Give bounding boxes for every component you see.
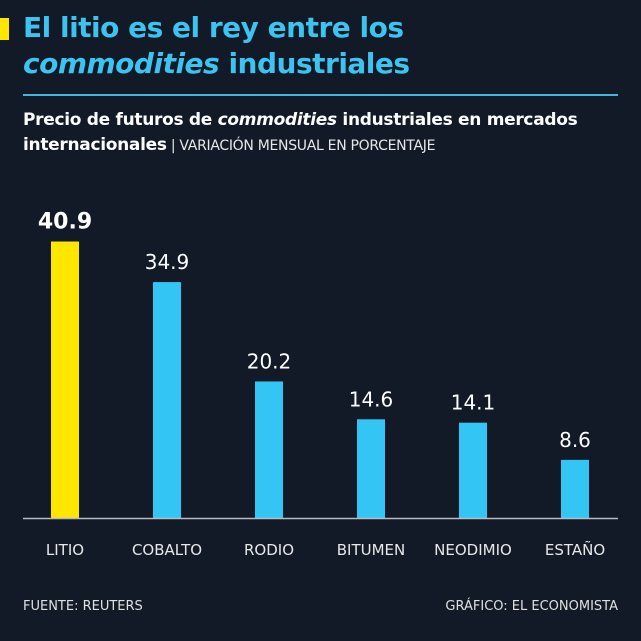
subtitle-part-2: industriales en mercados internacionales <box>23 110 578 155</box>
category-label: BITUMEN <box>337 541 406 559</box>
bar-bitumen <box>357 419 385 518</box>
title-accent-bar <box>0 18 9 40</box>
chart-subtitle: Precio de futuros de commodities industr… <box>23 108 641 159</box>
bar-rodio <box>255 381 283 518</box>
footer-credit: GRÁFICO: EL ECONOMISTA <box>445 599 618 614</box>
bar-cobalto <box>153 282 181 518</box>
value-label: 34.9 <box>145 250 190 274</box>
category-label: NEODIMIO <box>434 541 512 559</box>
value-label: 14.6 <box>349 387 394 411</box>
value-label: 14.1 <box>451 391 496 415</box>
title-line-1: El litio es el rey entre los <box>23 11 404 44</box>
bar-estaño <box>561 459 589 518</box>
value-label: 20.2 <box>247 349 292 373</box>
title-line-2: commodities industriales <box>23 46 410 82</box>
title-italic: commodities <box>23 47 220 80</box>
subtitle-part-1: Precio de futuros de <box>23 110 218 130</box>
subtitle-unit: VARIACIÓN MENSUAL EN PORCENTAJE <box>179 138 436 154</box>
title-rest: industriales <box>219 47 410 80</box>
subtitle-separator: | <box>166 138 180 154</box>
footer-source: FUENTE: REUTERS <box>23 599 143 614</box>
bar-neodimio <box>459 422 487 518</box>
subtitle-italic: commodities <box>217 110 337 130</box>
category-label: ESTAÑO <box>545 540 605 559</box>
category-label: RODIO <box>244 541 294 559</box>
value-label: 8.6 <box>559 428 591 452</box>
value-label: 40.9 <box>38 210 92 235</box>
bar-litio <box>51 241 79 519</box>
category-label: COBALTO <box>132 541 202 559</box>
title-divider <box>23 94 618 96</box>
chart-title: El litio es el rey entre los commodities… <box>23 10 410 82</box>
category-label: LITIO <box>46 541 84 559</box>
